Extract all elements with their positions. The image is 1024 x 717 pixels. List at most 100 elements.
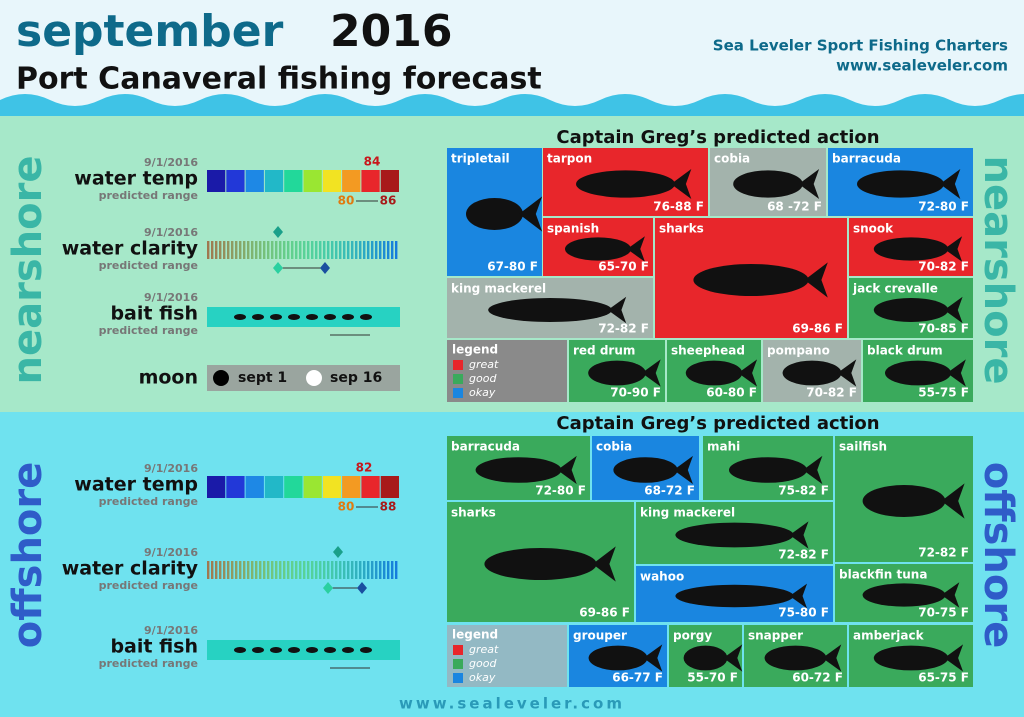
clarity-stripe <box>327 241 330 259</box>
clarity-stripe <box>379 561 382 579</box>
legend-swatch <box>453 360 463 370</box>
fish-tail <box>592 546 616 582</box>
fish-tail <box>940 169 961 199</box>
legend-item: good <box>469 372 497 385</box>
fish-range: 70-85 F <box>918 322 969 336</box>
bait-icon <box>324 314 336 320</box>
fish-range: 70-82 F <box>806 386 857 400</box>
legend-box <box>447 340 567 402</box>
fish-range: 67-80 F <box>487 260 538 274</box>
fish-name: sheephead <box>671 344 745 358</box>
clarity-stripe <box>235 241 238 259</box>
clarity-stripe <box>243 561 246 579</box>
clarity-stripe <box>263 241 266 259</box>
fish-range: 68-72 F <box>644 484 695 498</box>
fish-name: sharks <box>451 506 496 520</box>
url: www.sealeveler.com <box>836 57 1008 75</box>
clarity-stripe <box>347 241 350 259</box>
temp-cell <box>245 476 264 498</box>
bait-icon <box>288 647 300 653</box>
clarity-stripe <box>263 561 266 579</box>
bait-bar <box>207 640 400 660</box>
fish-tail <box>941 582 960 608</box>
clarity-stripe <box>279 561 282 579</box>
side-label: nearshore <box>5 156 51 385</box>
clarity-stripe <box>311 561 314 579</box>
clarity-high <box>320 262 330 274</box>
clarity-stripe <box>303 561 306 579</box>
fish-range: 66-77 F <box>612 671 663 685</box>
fish-icon <box>862 485 946 517</box>
bait-icon <box>306 647 318 653</box>
clarity-stripe <box>387 561 390 579</box>
fish-icon <box>764 645 827 671</box>
fish-tail <box>803 455 823 485</box>
metric-date: 9/1/2016 <box>144 226 198 239</box>
clarity-stripe <box>287 241 290 259</box>
metric-date: 9/1/2016 <box>144 156 198 169</box>
temp-cell <box>303 170 322 192</box>
clarity-stripe <box>359 241 362 259</box>
fish-name: barracuda <box>451 440 520 454</box>
clarity-stripe <box>331 561 334 579</box>
fish-name: sailfish <box>839 440 887 454</box>
clarity-stripe <box>255 241 258 259</box>
fish-tail <box>837 359 857 387</box>
fish-name: porgy <box>673 629 712 643</box>
clarity-stripe <box>255 561 258 579</box>
temp-cell <box>207 170 226 192</box>
clarity-stripe <box>355 561 358 579</box>
legend-box <box>447 625 567 687</box>
fish-name: king mackerel <box>451 282 546 296</box>
bait-icon <box>234 647 246 653</box>
legend-swatch <box>453 659 463 669</box>
metric-label: water temp <box>74 474 198 496</box>
clarity-stripe <box>291 241 294 259</box>
fish-range: 65-70 F <box>598 260 649 274</box>
clarity-stripe <box>391 561 394 579</box>
fish-name: spanish <box>547 222 599 236</box>
fish-icon <box>588 360 646 386</box>
fish-tail <box>723 644 743 672</box>
clarity-stripe <box>319 561 322 579</box>
temp-cell <box>226 476 245 498</box>
bait-icon <box>360 314 372 320</box>
fish-icon <box>466 198 523 230</box>
temp-high: 86 <box>380 194 397 208</box>
clarity-stripe <box>387 241 390 259</box>
side-label: nearshore <box>975 156 1021 385</box>
clarity-stripe <box>251 241 254 259</box>
clarity-stripe <box>395 241 398 259</box>
bait-icon <box>360 647 372 653</box>
fish-range: 70-75 F <box>918 606 969 620</box>
fish-range: 72-80 F <box>918 200 969 214</box>
clarity-stripe <box>367 241 370 259</box>
fish-icon <box>729 457 807 483</box>
clarity-stripe <box>359 561 362 579</box>
temp-cell <box>264 170 284 192</box>
metric-label: water clarity <box>62 238 199 260</box>
clarity-stripe <box>331 241 334 259</box>
legend-item: great <box>469 643 499 656</box>
moon-second: sep 16 <box>330 370 382 386</box>
clarity-stripe <box>367 561 370 579</box>
fish-icon <box>488 298 612 322</box>
clarity-low <box>273 262 283 274</box>
clarity-stripe <box>315 561 318 579</box>
clarity-stripe <box>283 561 286 579</box>
fish-range: 65-75 F <box>918 671 969 685</box>
fish-tail <box>519 196 543 232</box>
clarity-stripe <box>295 241 298 259</box>
clarity-stripe <box>343 241 346 259</box>
temp-cell <box>361 170 380 192</box>
clarity-stripe <box>267 561 270 579</box>
fish-range: 70-82 F <box>918 260 969 274</box>
clarity-stripe <box>371 561 374 579</box>
legend-swatch <box>453 388 463 398</box>
moon-new <box>213 370 229 386</box>
fish-range: 72-82 F <box>918 546 969 560</box>
clarity-stripe <box>239 561 242 579</box>
fish-tail <box>557 455 577 485</box>
clarity-stripe <box>215 241 218 259</box>
clarity-stripe <box>375 241 378 259</box>
